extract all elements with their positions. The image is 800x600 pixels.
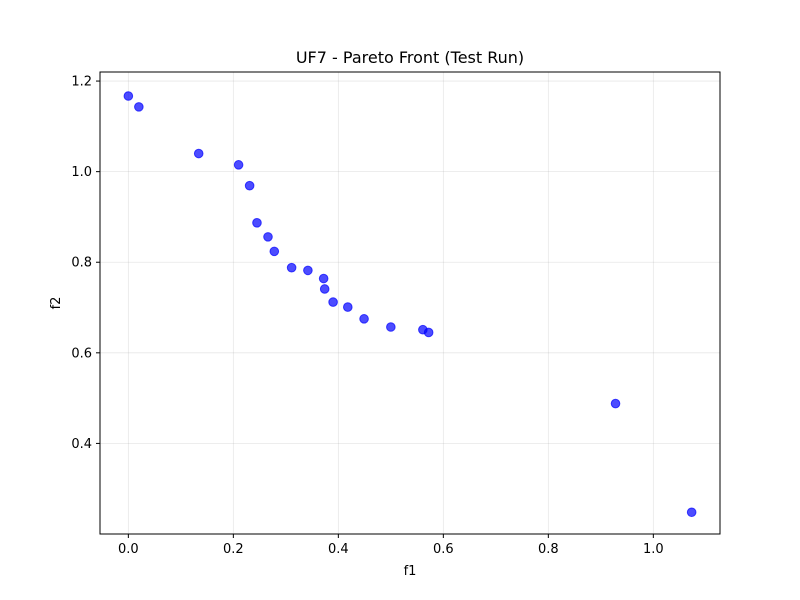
data-point <box>319 284 330 294</box>
x-tick-label: 0.2 <box>223 542 244 557</box>
x-tick-label: 0.8 <box>538 542 559 557</box>
data-point <box>134 102 144 112</box>
data-point <box>286 262 297 273</box>
x-tick-label: 1.0 <box>643 542 664 557</box>
data-point <box>269 246 280 257</box>
x-tick-label: 0.0 <box>118 542 139 557</box>
data-point <box>303 265 313 276</box>
data-point <box>342 302 353 312</box>
data-point <box>328 297 338 307</box>
data-point <box>318 273 329 284</box>
plot-frame <box>99 71 721 535</box>
data-point <box>123 91 134 101</box>
data-point <box>193 148 204 159</box>
data-point <box>263 232 273 242</box>
y-tick-label: 1.0 <box>71 165 92 180</box>
y-axis: 0.4 0.6 0.8 1.0 1.2 <box>71 75 100 452</box>
y-tick-label: 0.4 <box>71 437 92 452</box>
data-point <box>610 398 621 409</box>
data-points <box>123 91 697 518</box>
y-tick-label: 0.8 <box>71 256 92 271</box>
y-axis-label: f2 <box>49 297 64 310</box>
y-tick-label: 1.2 <box>71 75 92 90</box>
data-point <box>423 327 434 338</box>
data-point <box>359 314 369 324</box>
data-point <box>244 180 255 191</box>
data-point <box>386 322 396 332</box>
data-point <box>686 507 697 518</box>
x-tick-label: 0.6 <box>433 542 454 557</box>
x-tick-label: 0.4 <box>328 542 349 557</box>
x-axis-label: f1 <box>404 564 417 579</box>
data-point <box>252 218 262 228</box>
grid <box>100 72 720 534</box>
x-axis: 0.0 0.2 0.4 0.6 0.8 1.0 <box>118 534 664 557</box>
chart-title: UF7 - Pareto Front (Test Run) <box>296 48 524 67</box>
data-point <box>233 160 244 170</box>
y-tick-label: 0.6 <box>71 346 92 361</box>
